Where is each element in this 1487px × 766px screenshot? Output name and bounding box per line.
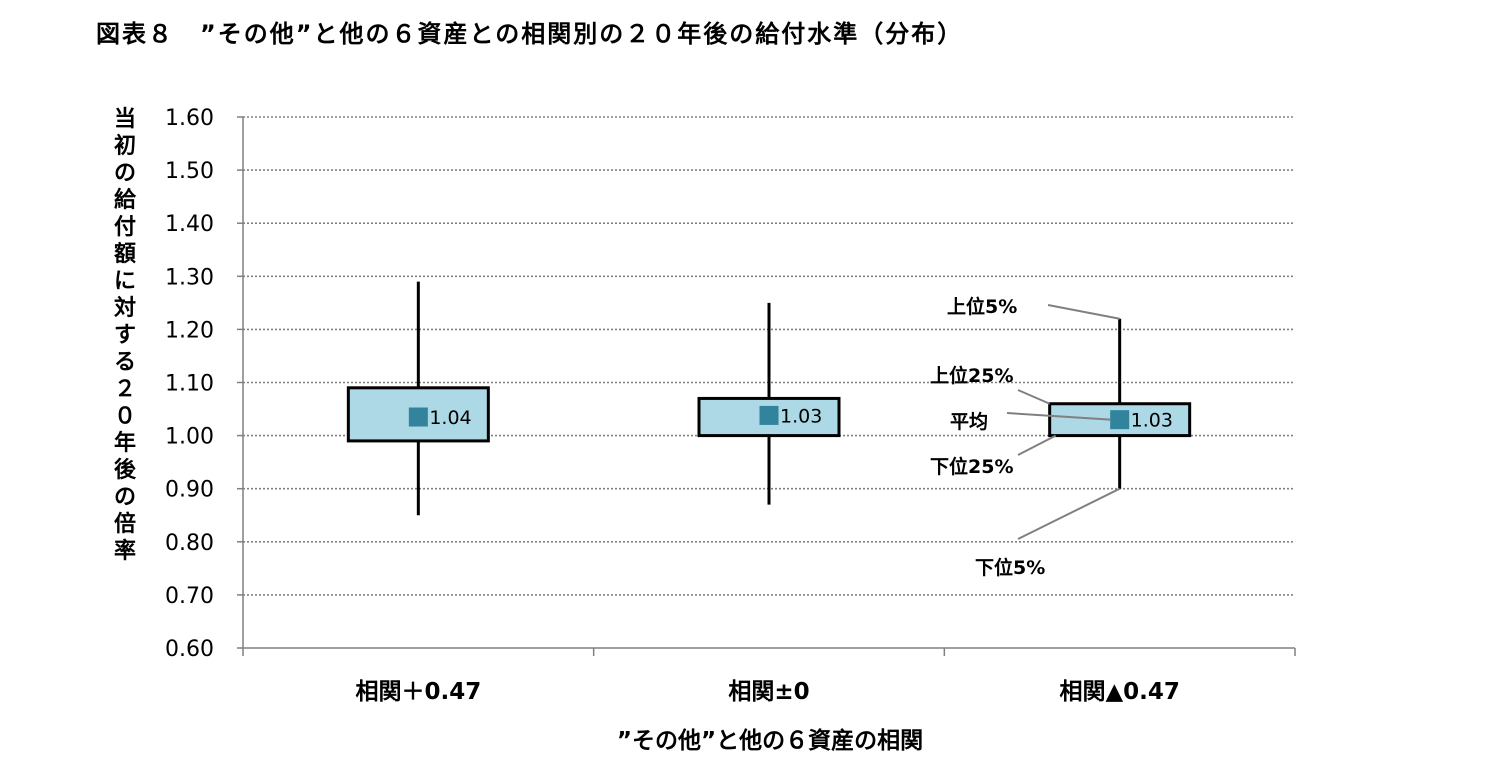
x-category-label: 相関±0: [728, 679, 809, 705]
y-tick-label: 1.00: [165, 425, 214, 450]
y-tick-label: 1.30: [165, 265, 214, 290]
box-layer: 1.04 1.03 1.03: [346, 281, 1192, 516]
y-tick-label: 1.50: [165, 159, 214, 184]
y-tick-label: 1.10: [165, 372, 214, 397]
mean-marker: [759, 405, 779, 425]
x-category-label: 相関＋0.47: [355, 679, 481, 705]
y-tick-label: 1.60: [165, 106, 214, 131]
annotation-mean: 平均: [950, 410, 988, 433]
y-axis-label: 当初の給付額に対する２０年後の倍率: [113, 107, 136, 564]
chart-title: 図表８ ”その他”と他の６資産との相関別の２０年後の給付水準（分布）: [96, 20, 964, 48]
annotation-p5: 下位5%: [975, 556, 1045, 579]
x-category-label: 相関▲0.47: [1059, 679, 1179, 705]
mean-data-label: 1.03: [1131, 410, 1173, 432]
mean-data-label: 1.04: [429, 407, 471, 429]
axis-layer: 1.60 1.50 1.40 1.30 1.20 1.10 1.00 0.90 0.80 0.70…: [165, 106, 1296, 705]
mean-marker: [1110, 410, 1130, 430]
leader-line: [1017, 389, 1051, 405]
y-tick-label: 0.90: [165, 478, 214, 503]
y-tick-label: 1.20: [165, 318, 214, 343]
annotation-p75: 上位25%: [930, 364, 1013, 387]
y-tick-label: 1.40: [165, 212, 214, 237]
leader-line: [1047, 304, 1120, 320]
annotation-p25: 下位25%: [930, 455, 1013, 478]
leader-line: [1017, 434, 1057, 456]
mean-data-label: 1.03: [780, 405, 822, 427]
x-axis-label: ”その他”と他の６資産の相関: [616, 728, 924, 754]
leader-line: [1006, 412, 1111, 421]
mean-marker: [408, 407, 428, 427]
y-tick-label: 0.80: [165, 531, 214, 556]
leader-line: [1017, 487, 1121, 540]
annotation-p95: 上位5%: [947, 295, 1017, 318]
y-tick-label: 0.70: [165, 584, 214, 609]
y-tick-label: 0.60: [165, 637, 214, 662]
